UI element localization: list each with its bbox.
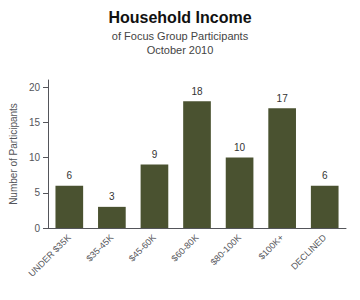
svg-text:10: 10 bbox=[29, 152, 41, 163]
svg-text:$80-100K: $80-100K bbox=[208, 232, 243, 267]
svg-text:Household Income: Household Income bbox=[108, 9, 251, 26]
svg-text:DECLINED: DECLINED bbox=[289, 232, 329, 272]
svg-text:October 2010: October 2010 bbox=[147, 44, 214, 56]
svg-text:3: 3 bbox=[109, 191, 115, 202]
svg-text:6: 6 bbox=[322, 170, 328, 181]
svg-text:$35-45K: $35-45K bbox=[84, 232, 115, 263]
svg-text:17: 17 bbox=[277, 93, 289, 104]
svg-text:6: 6 bbox=[67, 170, 73, 181]
svg-text:$60-80K: $60-80K bbox=[169, 232, 200, 263]
svg-text:Number of Participants: Number of Participants bbox=[8, 103, 19, 205]
svg-text:5: 5 bbox=[34, 187, 40, 198]
svg-text:10: 10 bbox=[234, 142, 246, 153]
svg-text:of Focus Group Participants: of Focus Group Participants bbox=[112, 30, 249, 42]
svg-text:$45-60K: $45-60K bbox=[127, 232, 158, 263]
svg-text:18: 18 bbox=[191, 86, 203, 97]
svg-text:9: 9 bbox=[152, 149, 158, 160]
svg-text:UNDER $35K: UNDER $35K bbox=[27, 232, 73, 278]
svg-text:20: 20 bbox=[29, 82, 41, 93]
svg-text:0: 0 bbox=[34, 223, 40, 234]
svg-text:15: 15 bbox=[29, 117, 41, 128]
svg-text:$100K+: $100K+ bbox=[257, 232, 286, 261]
